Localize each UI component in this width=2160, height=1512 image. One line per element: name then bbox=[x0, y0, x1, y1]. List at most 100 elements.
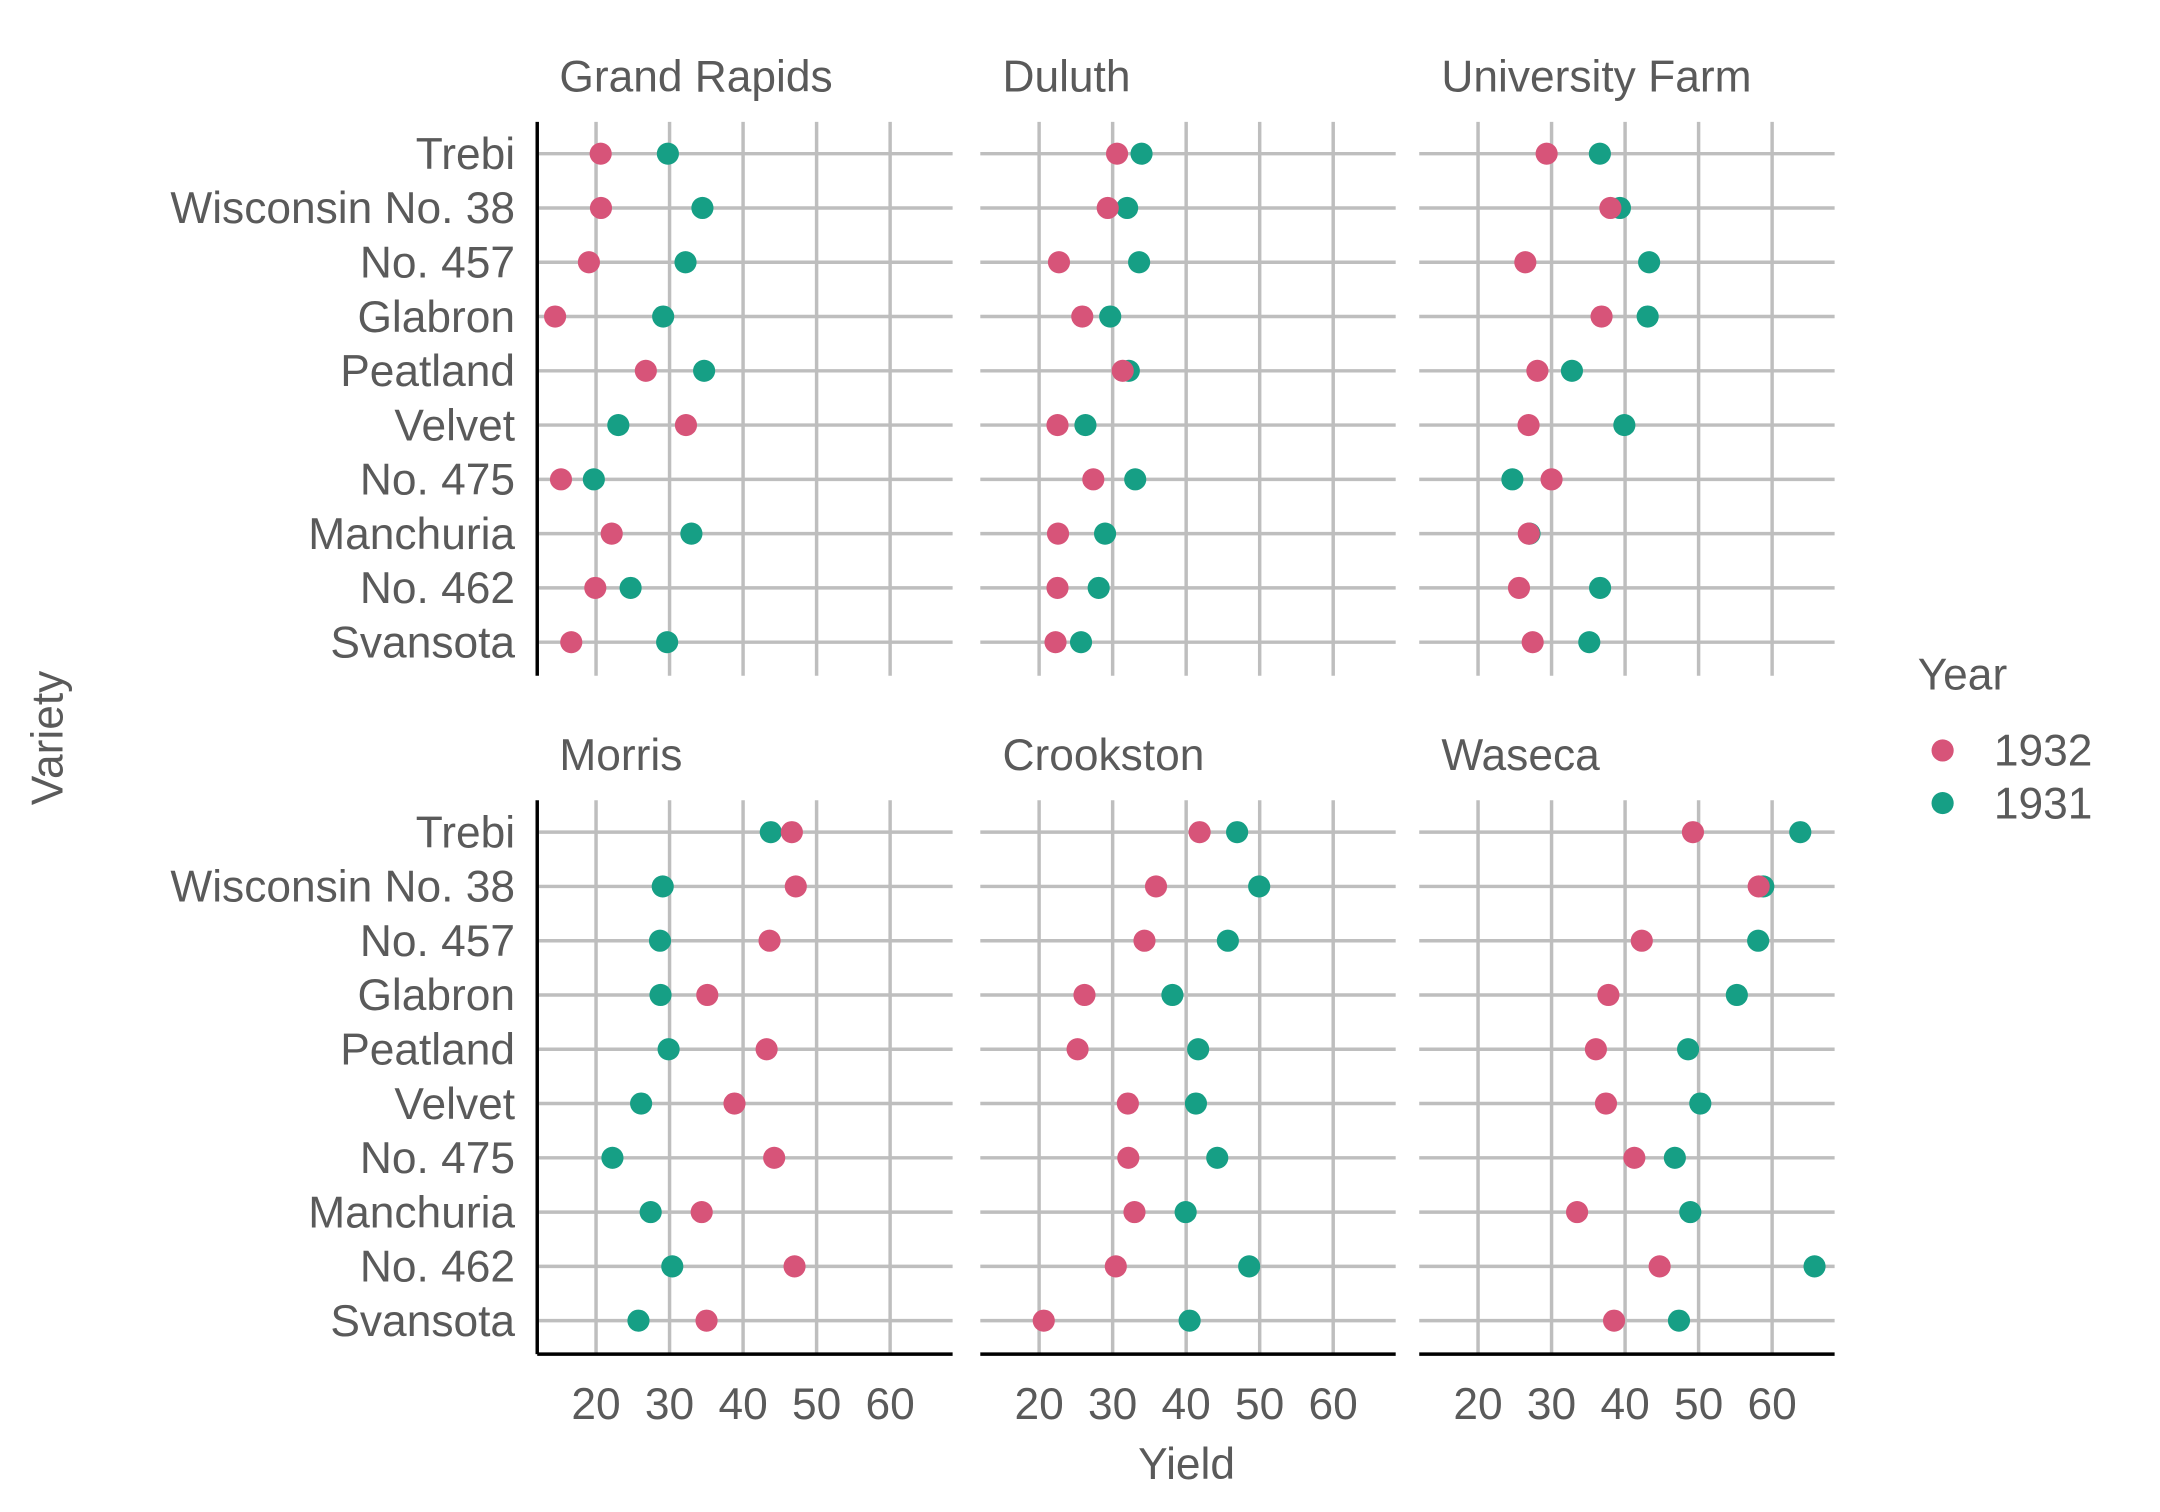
x-tick-label: 30 bbox=[1088, 1380, 1137, 1429]
point-1931 bbox=[652, 305, 675, 328]
point-1932 bbox=[634, 359, 657, 382]
legend-key-1932 bbox=[1931, 739, 1954, 762]
panel-duluth: Duluth bbox=[980, 52, 1396, 676]
point-1931 bbox=[759, 821, 782, 844]
point-1932 bbox=[780, 821, 803, 844]
x-tick-label: 30 bbox=[1527, 1380, 1576, 1429]
x-tick-label: 50 bbox=[792, 1380, 841, 1429]
point-1932 bbox=[1046, 414, 1069, 437]
point-1931 bbox=[648, 929, 672, 952]
x-tick-label: 40 bbox=[1162, 1380, 1211, 1429]
point-1931 bbox=[656, 631, 679, 654]
legend: Year 1932 1931 bbox=[1918, 651, 2093, 829]
point-1932 bbox=[758, 929, 781, 952]
point-1932 bbox=[589, 196, 613, 220]
point-1932 bbox=[1082, 468, 1105, 491]
point-1931 bbox=[639, 1201, 662, 1224]
point-1931 bbox=[1184, 1092, 1208, 1115]
point-1931 bbox=[680, 522, 703, 545]
point-1931 bbox=[1161, 983, 1184, 1007]
point-1932 bbox=[1046, 576, 1069, 599]
point-1932 bbox=[1188, 821, 1211, 844]
point-1931 bbox=[1747, 929, 1770, 952]
y-tick-label: Velvet bbox=[394, 401, 515, 450]
point-1931 bbox=[691, 196, 714, 220]
point-1931 bbox=[1124, 468, 1147, 491]
point-1932 bbox=[1507, 576, 1531, 599]
point-1932 bbox=[1517, 522, 1540, 545]
point-1932 bbox=[1111, 359, 1134, 382]
point-1932 bbox=[589, 142, 612, 165]
point-1931 bbox=[1560, 359, 1584, 382]
point-1932 bbox=[577, 251, 600, 274]
point-1932 bbox=[723, 1092, 746, 1115]
panel-title: Grand Rapids bbox=[559, 52, 832, 101]
x-tick-label: 60 bbox=[865, 1380, 914, 1429]
y-tick-label: Manchuria bbox=[308, 510, 515, 559]
point-1931 bbox=[1174, 1201, 1197, 1224]
y-tick-label: No. 475 bbox=[360, 456, 515, 505]
panel-university-farm: University Farm bbox=[1419, 52, 1835, 676]
x-tick-label: 60 bbox=[1747, 1380, 1796, 1429]
point-1932 bbox=[784, 875, 807, 898]
point-1932 bbox=[695, 1309, 718, 1332]
panel-morris: Morris Trebi Wisconsin No. 38 No. 457 Glabro… bbox=[170, 731, 953, 1429]
point-1932 bbox=[560, 631, 583, 654]
point-1932 bbox=[1046, 522, 1070, 545]
point-1931 bbox=[1689, 1092, 1712, 1115]
point-1931 bbox=[1667, 1309, 1691, 1332]
point-1931 bbox=[601, 1146, 624, 1169]
point-1932 bbox=[544, 305, 567, 328]
point-1932 bbox=[1602, 1309, 1626, 1332]
y-tick-label: Peatland bbox=[340, 1025, 515, 1074]
point-1932 bbox=[755, 1038, 778, 1061]
point-1932 bbox=[1066, 1038, 1089, 1061]
point-1932 bbox=[600, 522, 623, 545]
y-tick-label: Glabron bbox=[357, 293, 515, 342]
point-1932 bbox=[1594, 1092, 1618, 1115]
point-1931 bbox=[1238, 1255, 1261, 1278]
panel-title: Waseca bbox=[1441, 731, 1600, 780]
point-1932 bbox=[1071, 305, 1094, 328]
point-1932 bbox=[690, 1201, 713, 1224]
point-1931 bbox=[607, 414, 630, 437]
point-1932 bbox=[1517, 414, 1540, 437]
legend-label-1932: 1932 bbox=[1994, 727, 2093, 776]
x-axis-title: Yield bbox=[1138, 1440, 1235, 1489]
panel-crookston: Crookston 20 30 40 50 60 bbox=[980, 731, 1396, 1429]
point-1932 bbox=[1526, 359, 1549, 382]
point-1932 bbox=[1514, 251, 1537, 274]
point-1932 bbox=[1116, 1092, 1139, 1115]
point-1931 bbox=[1501, 468, 1524, 491]
point-1931 bbox=[1087, 576, 1110, 599]
point-1931 bbox=[619, 576, 642, 599]
y-tick-label: Svansota bbox=[330, 1297, 515, 1346]
y-tick-label: No. 475 bbox=[360, 1134, 515, 1183]
y-tick-label: No. 457 bbox=[360, 917, 515, 966]
point-1932 bbox=[1123, 1201, 1146, 1224]
point-1932 bbox=[1584, 1038, 1607, 1061]
point-1931 bbox=[1803, 1255, 1826, 1278]
point-1932 bbox=[1104, 1255, 1127, 1278]
point-1932 bbox=[584, 576, 607, 599]
point-1932 bbox=[1521, 631, 1544, 654]
point-1931 bbox=[1206, 1146, 1229, 1169]
point-1931 bbox=[1187, 1038, 1210, 1061]
point-1932 bbox=[674, 414, 698, 437]
point-1931 bbox=[582, 468, 605, 491]
point-1931 bbox=[649, 983, 672, 1007]
point-1932 bbox=[1133, 929, 1156, 952]
point-1931 bbox=[627, 1309, 650, 1332]
point-1931 bbox=[1116, 196, 1139, 220]
x-tick-label: 20 bbox=[1453, 1380, 1502, 1429]
legend-key-1931 bbox=[1931, 792, 1954, 815]
point-1932 bbox=[1117, 1146, 1140, 1169]
point-1932 bbox=[549, 468, 573, 491]
point-1932 bbox=[1073, 983, 1096, 1007]
point-1932 bbox=[1648, 1255, 1671, 1278]
point-1931 bbox=[1589, 576, 1612, 599]
point-1932 bbox=[1590, 305, 1613, 328]
point-1931 bbox=[1578, 631, 1601, 654]
point-1931 bbox=[1789, 821, 1812, 844]
point-1931 bbox=[1638, 251, 1661, 274]
